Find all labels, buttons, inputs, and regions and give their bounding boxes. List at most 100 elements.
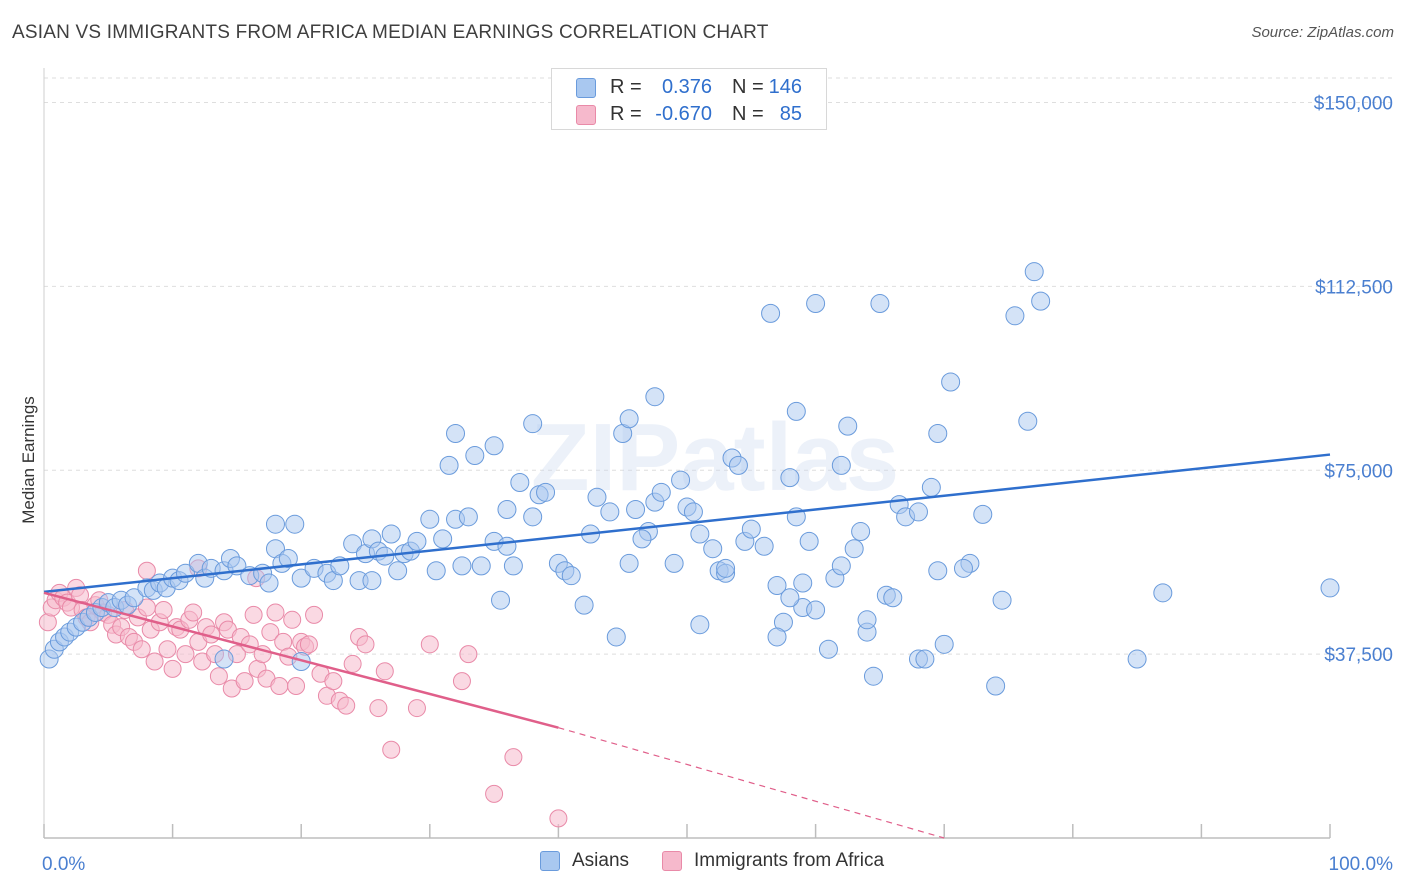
asian-point	[992, 590, 1012, 610]
y-tick-label: $112,500	[1315, 277, 1393, 298]
asian-point	[632, 529, 652, 549]
y-tick-label: $37,500	[1324, 645, 1393, 666]
labels-layer: $37,500 $75,000 $112,500 $150,000 0.0% 100.0%	[42, 94, 1393, 875]
asian-point	[433, 529, 453, 549]
asian-point	[1024, 262, 1044, 282]
asian-point	[664, 553, 684, 573]
asian-point	[1127, 649, 1147, 669]
asian-point	[343, 534, 363, 554]
africa-point	[356, 635, 375, 654]
asian-point	[780, 588, 800, 608]
africa-trend-line	[43, 591, 559, 729]
asian-point	[915, 649, 935, 669]
asian-point	[683, 502, 703, 522]
asian-point	[844, 539, 864, 559]
africa-point	[485, 784, 504, 803]
asian-point	[780, 468, 800, 488]
asian-point	[471, 556, 491, 576]
asian-point	[690, 524, 710, 544]
asian-point	[600, 502, 620, 522]
asian-point	[265, 514, 285, 534]
africa-point	[244, 605, 263, 624]
asian-point	[587, 487, 607, 507]
africa-point	[299, 635, 318, 654]
africa-point	[459, 645, 478, 664]
legend-r-label: R =	[610, 76, 642, 98]
asian-point	[767, 627, 787, 647]
africa-point	[176, 645, 195, 664]
asian-point	[491, 590, 511, 610]
asian-point	[690, 615, 710, 635]
asian-point	[863, 666, 883, 686]
asian-point	[806, 600, 826, 620]
asian-point	[986, 676, 1006, 696]
y-axis-label: Median Earnings	[19, 396, 38, 524]
africa-point	[184, 603, 203, 622]
africa-point	[382, 740, 401, 759]
legend-item-asians: Asians	[540, 850, 629, 872]
asian-point	[619, 553, 639, 573]
legend-r-value: 0.376	[661, 76, 712, 98]
africa-point	[287, 677, 306, 695]
asian-point	[806, 294, 826, 314]
legend-swatch-africa	[576, 105, 596, 125]
asian-point	[523, 414, 543, 434]
asian-point	[934, 634, 954, 654]
legend-swatch-africa	[662, 851, 682, 871]
asian-point	[870, 294, 890, 314]
asian-point	[291, 568, 311, 588]
asian-point	[908, 502, 928, 522]
legend-r-value: -0.670	[655, 103, 712, 125]
asian-point	[645, 387, 665, 407]
asian-point	[407, 531, 427, 551]
asian-point	[786, 401, 806, 421]
asian-point	[523, 507, 543, 527]
legend-swatch-asians	[540, 851, 560, 871]
africa-point	[158, 640, 177, 659]
asian-point	[671, 470, 691, 490]
legend-n-value: 146	[768, 76, 802, 98]
africa-point	[270, 677, 289, 695]
y-tick-label: $150,000	[1314, 94, 1393, 115]
africa-point	[145, 652, 164, 671]
asian-point	[799, 531, 819, 551]
correlation-legend: R = 0.376 N = 146 R = -0.670 N = 85	[551, 68, 827, 130]
trend-layer	[43, 453, 1331, 839]
asian-point	[381, 524, 401, 544]
asian-point	[285, 514, 305, 534]
africa-point	[420, 635, 439, 654]
asian-point	[536, 482, 556, 502]
asian-point	[1153, 583, 1173, 603]
asian-point	[458, 507, 478, 527]
asian-point	[561, 566, 581, 586]
africa-point	[235, 672, 254, 691]
asian-point	[741, 519, 761, 539]
asian-point	[716, 558, 736, 578]
legend-row-asians: R = 0.376 N = 146	[552, 74, 826, 102]
asian-point	[606, 627, 626, 647]
africa-trend-extension	[558, 727, 945, 839]
asian-point	[278, 549, 298, 569]
asian-point	[1031, 291, 1051, 311]
africa-point	[132, 640, 151, 659]
asian-point	[388, 561, 408, 581]
africa-point	[407, 699, 426, 718]
africa-point	[209, 667, 228, 686]
y-tick-label: $75,000	[1324, 461, 1393, 482]
africa-point	[163, 659, 182, 678]
africa-point	[337, 696, 356, 715]
asian-point	[941, 372, 961, 392]
asian-point	[851, 522, 871, 542]
asian-point	[761, 303, 781, 323]
asian-point	[703, 539, 723, 559]
africa-point	[504, 748, 523, 767]
asian-point	[465, 446, 485, 466]
asian-point	[362, 571, 382, 591]
africa-point	[305, 605, 324, 624]
asians-trend-line	[43, 453, 1331, 594]
legend-label-africa: Immigrants from Africa	[694, 850, 885, 871]
africa-points	[38, 559, 568, 828]
asian-point	[953, 558, 973, 578]
asian-point	[831, 455, 851, 475]
